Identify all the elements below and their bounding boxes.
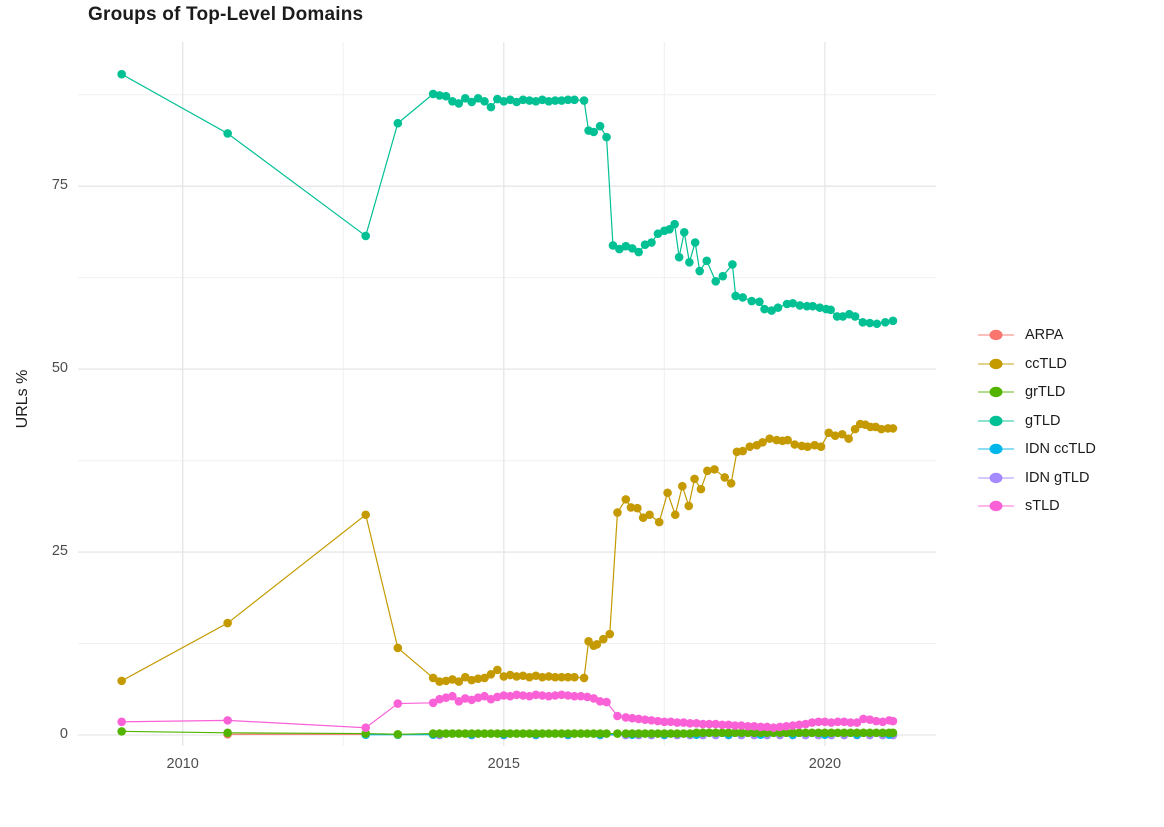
legend-item-label: sTLD [1025,498,1060,515]
legend-key-icon [978,387,1014,398]
legend-item-arpa: ARPA [976,321,1096,350]
legend-item-idn-cctld: IDN ccTLD [976,435,1096,464]
x-tick-label: 2015 [487,756,520,772]
legend-item-label: gTLD [1025,412,1061,429]
legend-item-label: grTLD [1025,384,1066,401]
y-tick-label: 25 [51,543,68,560]
series-stld [117,690,898,733]
legend-item-label: IDN gTLD [1025,469,1090,486]
legend-item-cctld: ccTLD [976,350,1096,379]
series-gtld [117,69,898,329]
x-tick-label: 2010 [166,756,199,772]
legend-key-icon [978,444,1014,455]
series-arpa [223,729,371,739]
legend-item-stld: sTLD [976,492,1096,521]
series-grtld [117,727,898,739]
legend-item-gtld: gTLD [976,407,1096,436]
legend-item-label: ARPA [1025,327,1064,344]
legend-item-label: IDN ccTLD [1025,441,1096,458]
legend-key-icon [978,330,1014,341]
chart-title: Groups of Top-Level Domains [88,4,364,25]
legend-item-label: ccTLD [1025,355,1067,372]
series-cctld [117,419,898,686]
y-tick-label: 75 [51,177,68,194]
legend-key-icon [978,501,1014,512]
legend-key-icon [978,358,1014,369]
legend-key-icon [978,472,1014,483]
y-tick-label: 50 [51,360,68,377]
legend-item-grtld: grTLD [976,378,1096,407]
legend-key-icon [978,415,1014,426]
y-tick-label: 0 [59,726,68,743]
legend: ARPA ccTLD grTLD gTLD IDN ccTLD IDN gTLD sTLD [976,321,1096,521]
legend-item-idn-gtld: IDN gTLD [976,464,1096,493]
x-tick-label: 2020 [808,756,842,772]
